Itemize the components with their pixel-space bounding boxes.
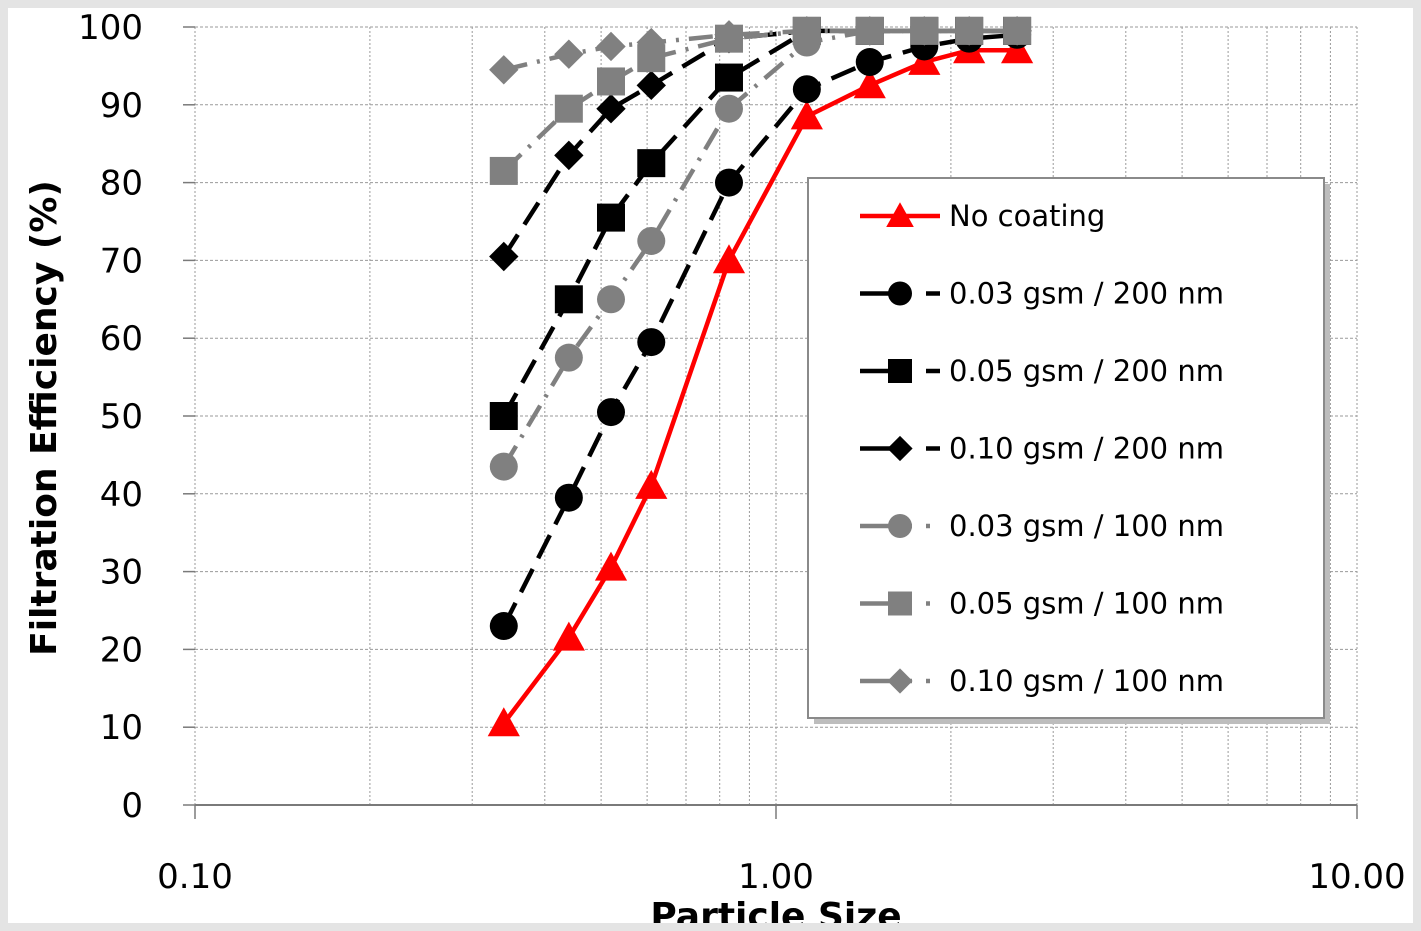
legend-item-0-05-gsm-100-nm: 0.05 gsm / 100 nm <box>860 587 1224 621</box>
data-point-0-03-gsm-100-nm <box>554 343 583 372</box>
chart-figure: 0 10 20 30 40 50 60 70 80 90 100 0.10 1.00 10.00 Part… <box>8 8 1413 923</box>
series-line-0-10-gsm-100-nm <box>503 28 1018 72</box>
tick-labels: 0 10 20 30 40 50 60 70 80 90 100 0.10 1.00 10.00 <box>78 8 1406 897</box>
data-point-0-05-gsm-200-nm <box>489 402 518 430</box>
series-line-0-03-gsm-200-nm <box>501 32 1018 628</box>
legend: No coating 0.03 gsm / 200 nm 0.05 gsm / 20… <box>807 177 1330 724</box>
data-point-0-05-gsm-200-nm <box>596 203 625 232</box>
data-point-0-10-gsm-100-nm <box>596 31 626 62</box>
data-point-0-03-gsm-200-nm <box>714 168 743 197</box>
data-point-0-03-gsm-100-nm <box>714 94 743 123</box>
data-point-0-03-gsm-100-nm <box>596 285 625 314</box>
data-point-0-05-gsm-200-nm <box>554 285 583 314</box>
legend-marker <box>886 202 914 228</box>
legend-label: 0.03 gsm / 200 nm <box>949 277 1224 311</box>
filtration-efficiency-chart: 0 10 20 30 40 50 60 70 80 90 100 0.10 1.00 10.00 Part… <box>24 8 1406 923</box>
legend-marker <box>888 514 912 538</box>
series-no-coating <box>487 34 1034 737</box>
data-point-no-coating <box>487 707 520 737</box>
legend-item-0-03-gsm-200-nm: 0.03 gsm / 200 nm <box>860 277 1224 311</box>
data-point-0-03-gsm-200-nm <box>554 483 583 512</box>
data-point-no-coating <box>635 469 668 499</box>
x-axis-title: Particle Size <box>650 896 901 923</box>
y-tick-label: 20 <box>100 630 143 670</box>
data-point-0-03-gsm-200-nm <box>489 612 518 641</box>
legend-item-0-10-gsm-100-nm: 0.10 gsm / 100 nm <box>860 664 1224 698</box>
legend-label: No coating <box>949 199 1105 233</box>
data-point-0-10-gsm-100-nm <box>554 39 584 69</box>
data-point-0-10-gsm-200-nm <box>554 140 584 171</box>
legend-label: 0.03 gsm / 100 nm <box>949 509 1224 543</box>
legend-item-0-03-gsm-100-nm: 0.03 gsm / 100 nm <box>860 509 1224 543</box>
data-point-0-10-gsm-200-nm <box>489 241 519 272</box>
x-tick-label: 10.00 <box>1308 857 1405 897</box>
series-line-no-coating <box>502 48 1018 725</box>
legend-marker <box>888 591 912 616</box>
legend-marker <box>887 435 913 462</box>
x-tick-label: 1.00 <box>738 857 814 897</box>
data-point-0-05-gsm-200-nm <box>714 63 743 92</box>
data-point-no-coating <box>552 621 585 651</box>
y-tick-label: 30 <box>100 553 143 593</box>
data-point-no-coating <box>712 244 746 274</box>
data-point-no-coating <box>594 551 628 581</box>
data-point-0-10-gsm-100-nm <box>792 16 822 46</box>
y-tick-label: 50 <box>100 397 143 437</box>
axes <box>183 26 1358 819</box>
data-point-0-10-gsm-200-nm <box>636 70 666 101</box>
legend-marker <box>888 281 912 306</box>
data-point-0-05-gsm-200-nm <box>637 149 666 178</box>
data-point-0-03-gsm-100-nm <box>637 226 666 255</box>
data-point-0-05-gsm-100-nm <box>596 67 625 96</box>
data-point-0-03-gsm-200-nm <box>596 398 625 427</box>
legend-label: 0.10 gsm / 100 nm <box>949 664 1224 698</box>
y-tick-label: 90 <box>100 86 143 126</box>
legend-marker <box>887 668 913 694</box>
y-tick-label: 0 <box>121 786 143 826</box>
data-point-0-03-gsm-100-nm <box>489 452 518 481</box>
legend-label: 0.10 gsm / 200 nm <box>949 432 1224 466</box>
data-point-0-10-gsm-100-nm <box>714 20 744 50</box>
data-point-0-03-gsm-200-nm <box>637 328 666 357</box>
y-tick-label: 10 <box>100 708 143 748</box>
data-point-no-coating <box>790 100 823 130</box>
y-tick-label: 80 <box>100 164 143 204</box>
legend-label: 0.05 gsm / 200 nm <box>949 354 1224 388</box>
series-0-10-gsm-100-nm <box>489 16 1032 85</box>
data-point-0-10-gsm-100-nm <box>855 16 885 46</box>
data-point-0-05-gsm-100-nm <box>489 156 518 185</box>
legend-item-0-10-gsm-200-nm: 0.10 gsm / 200 nm <box>860 432 1224 466</box>
series-group <box>487 16 1034 737</box>
data-point-0-10-gsm-100-nm <box>489 55 519 85</box>
data-point-no-coating <box>853 69 886 99</box>
data-point-0-03-gsm-200-nm <box>855 48 884 77</box>
data-point-0-05-gsm-100-nm <box>554 94 583 123</box>
y-tick-label: 60 <box>100 319 143 359</box>
legend-item-0-05-gsm-200-nm: 0.05 gsm / 200 nm <box>860 354 1224 388</box>
data-point-0-10-gsm-100-nm <box>1002 16 1032 46</box>
y-tick-label: 100 <box>78 8 143 48</box>
x-tick-label: 0.10 <box>157 857 233 897</box>
legend-item-no-coating: No coating <box>860 199 1105 233</box>
data-point-0-10-gsm-100-nm <box>909 16 940 46</box>
data-point-0-10-gsm-100-nm <box>954 16 984 46</box>
y-tick-label: 40 <box>100 475 143 515</box>
data-point-0-10-gsm-100-nm <box>636 27 666 58</box>
data-point-0-10-gsm-200-nm <box>596 93 626 124</box>
y-axis-title: Filtration Efficiency (%) <box>24 180 65 656</box>
data-point-0-03-gsm-200-nm <box>792 75 821 104</box>
y-tick-label: 70 <box>100 241 143 281</box>
legend-marker <box>888 359 912 383</box>
legend-label: 0.05 gsm / 100 nm <box>949 587 1224 621</box>
